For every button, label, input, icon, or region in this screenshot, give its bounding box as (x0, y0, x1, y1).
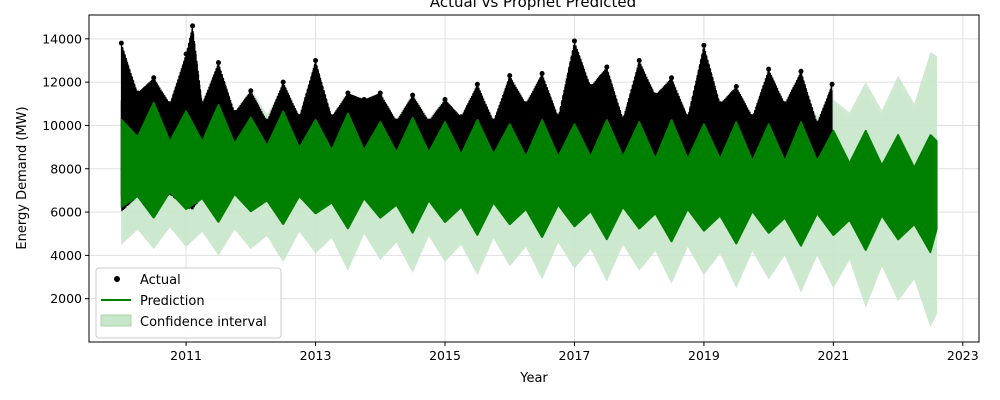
actual-peak-point (652, 92, 658, 98)
actual-peak-point (183, 51, 189, 57)
actual-peak-point (555, 114, 561, 120)
actual-peak-point (733, 83, 739, 89)
x-axis-ticks: 2011 2013 2015 2017 2019 2021 2023 (170, 342, 979, 363)
legend-prediction-label: Prediction (140, 294, 205, 309)
chart-title: Actual vs Prophet Predicted (430, 0, 636, 11)
y-axis-label: Energy Demand (MW) (15, 106, 30, 249)
prediction-line (120, 101, 938, 254)
plot-frame (88, 14, 980, 343)
y-tick-label: 4000 (50, 248, 82, 263)
actual-peak-point (636, 57, 642, 63)
actual-peak-point (361, 96, 367, 102)
actual-peak-point (410, 92, 416, 98)
actual-peak-point (426, 118, 432, 124)
actual-peak-point (232, 109, 238, 115)
actual-peak-point (539, 70, 545, 76)
actual-peak-point (491, 118, 497, 124)
x-tick-label: 2021 (817, 348, 849, 363)
actual-peak-point (749, 114, 755, 120)
actual-peak-point (190, 23, 196, 29)
actual-peak-point (717, 101, 723, 107)
legend-actual-label: Actual (140, 273, 181, 288)
actual-peak-point (685, 114, 691, 120)
actual-peak-point (620, 116, 626, 122)
actual-peak-point (135, 90, 141, 96)
x-axis-label: Year (519, 371, 548, 386)
y-tick-label: 10000 (42, 118, 82, 133)
actual-peak-point (474, 81, 480, 87)
legend-actual-marker (114, 276, 120, 282)
actual-peak-point (766, 66, 772, 72)
actual-peak-point (248, 88, 254, 94)
legend: Actual Prediction Confidence interval (95, 267, 282, 339)
actual-peak-point (296, 114, 302, 120)
actual-peak-point (814, 120, 820, 126)
actual-peak-point (313, 57, 319, 63)
y-tick-label: 8000 (50, 161, 82, 176)
actual-peak-point (782, 101, 788, 107)
actual-peak-point (215, 60, 221, 66)
actual-peak-point (393, 118, 399, 124)
x-tick-label: 2015 (429, 348, 461, 363)
actual-peak-point (151, 75, 157, 81)
actual-peak-point (523, 101, 529, 107)
legend-box (95, 267, 282, 339)
actual-peak-point (798, 68, 804, 74)
actual-peak-point (829, 81, 835, 87)
y-axis-ticks: 2000 4000 6000 8000 10000 12000 14000 (42, 31, 89, 306)
x-tick-label: 2013 (300, 348, 332, 363)
actual-peak-point (377, 90, 383, 96)
actual-peak-point (571, 38, 577, 44)
legend-confidence-marker (100, 314, 132, 327)
actual-peak-point (669, 75, 675, 81)
actual-peak-point (264, 118, 270, 124)
y-tick-label: 14000 (42, 31, 82, 46)
actual-peak-point (329, 114, 335, 120)
x-tick-label: 2019 (688, 348, 720, 363)
y-tick-label: 12000 (42, 75, 82, 90)
actual-peak-point (345, 90, 351, 96)
x-tick-label: 2017 (559, 348, 591, 363)
actual-peak-point (280, 79, 286, 85)
actual-peak-point (442, 96, 448, 102)
actual-peak-point (118, 40, 124, 46)
actual-peak-point (604, 64, 610, 70)
actual-peak-point (458, 114, 464, 120)
actual-peak-point (199, 101, 205, 107)
legend-confidence-label: Confidence interval (140, 315, 267, 330)
actual-peak-point (588, 83, 594, 89)
x-tick-label: 2011 (170, 348, 202, 363)
y-tick-label: 6000 (50, 205, 82, 220)
y-tick-label: 2000 (50, 291, 82, 306)
x-tick-label: 2023 (947, 348, 979, 363)
actual-peak-point (167, 101, 173, 107)
plot-area (118, 23, 938, 327)
actual-peak-point (701, 42, 707, 48)
actual-peak-point (507, 73, 513, 79)
